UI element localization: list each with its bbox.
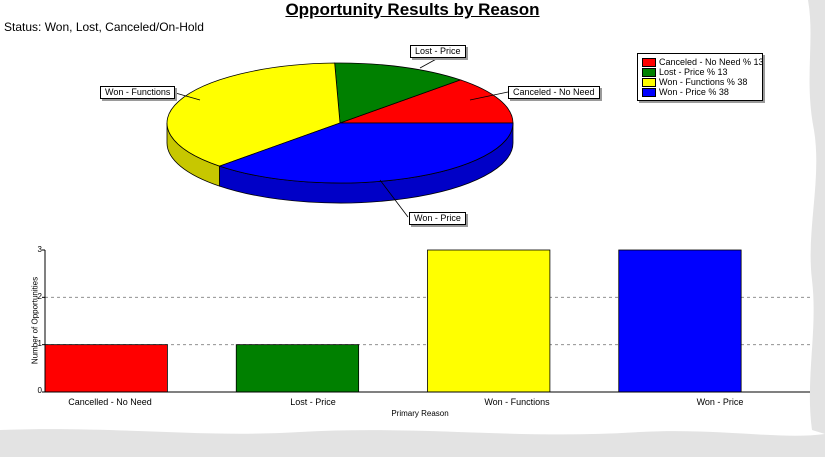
chart-title: Opportunity Results by Reason xyxy=(285,0,540,19)
callout-leader-line xyxy=(469,91,509,101)
bar xyxy=(427,249,551,393)
bar xyxy=(44,344,168,393)
legend-label: Lost - Price % 13 xyxy=(659,67,728,77)
y-tick-label: 0 xyxy=(37,386,42,395)
legend-label: Won - Functions % 38 xyxy=(659,77,748,87)
bar xyxy=(235,344,360,393)
callout-cancelled-no-need: Canceled - No Need xyxy=(508,86,600,99)
bar xyxy=(618,249,742,393)
legend-swatch-red xyxy=(642,58,656,67)
callout-leader-line xyxy=(379,179,409,218)
y-tick-label: 3 xyxy=(37,245,42,254)
callout-leader-line xyxy=(419,56,441,69)
callout-leader-line xyxy=(171,91,201,101)
legend-item: Lost - Price % 13 xyxy=(642,67,728,77)
pie-slice xyxy=(334,62,462,124)
x-axis-title: Primary Reason xyxy=(391,409,449,418)
legend-item: Won - Functions % 38 xyxy=(642,77,747,87)
legend-swatch-green xyxy=(642,68,656,77)
y-axis-title: Number of Opportunities xyxy=(30,276,40,365)
paper-shadow xyxy=(0,429,825,457)
legend-item: Canceled - No Need % 13 xyxy=(642,57,764,67)
legend-label: Canceled - No Need % 13 xyxy=(659,57,764,67)
legend: Canceled - No Need % 13 Lost - Price % 1… xyxy=(637,53,764,101)
x-category-label: Won - Price xyxy=(696,397,744,407)
callout-won-price: Won - Price xyxy=(409,212,466,225)
legend-swatch-yellow xyxy=(642,78,656,87)
x-category-label: Won - Functions xyxy=(484,397,550,407)
legend-swatch-blue xyxy=(642,88,656,97)
y-tick-label: 2 xyxy=(37,292,42,301)
y-tick-label: 1 xyxy=(37,339,42,348)
bar-chart xyxy=(42,249,810,393)
legend-label: Won - Price % 38 xyxy=(659,87,729,97)
x-category-label: Lost - Price xyxy=(290,397,336,407)
pie-slice xyxy=(166,62,341,167)
callout-won-functions: Won - Functions xyxy=(100,86,176,99)
pie-chart xyxy=(166,56,514,218)
pie-slice xyxy=(218,122,514,184)
status-filter-text: Status: Won, Lost, Canceled/On-Hold xyxy=(4,20,204,34)
legend-item: Won - Price % 38 xyxy=(642,87,729,97)
paper-edge-right xyxy=(808,0,825,434)
pie-slice xyxy=(339,79,514,124)
x-category-label: Cancelled - No Need xyxy=(68,397,152,407)
callout-lost-price: Lost - Price xyxy=(410,45,466,58)
